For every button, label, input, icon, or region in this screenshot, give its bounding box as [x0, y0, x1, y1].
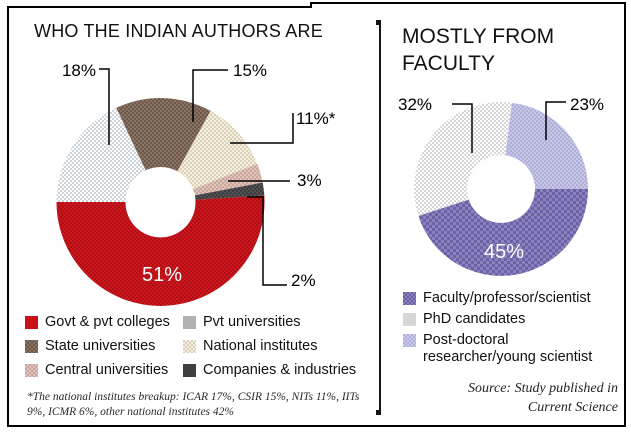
segment-5 [56, 107, 146, 202]
legend-label: State universities [45, 338, 156, 354]
legend-item-state-universities: State universities [25, 338, 183, 354]
legend-item-faculty: Faculty/professor/scientist [403, 290, 592, 306]
legend-label: Companies & industries [203, 362, 357, 378]
callout-national-institutes: 11%* [296, 109, 336, 128]
legend-label: PhD candidates [423, 311, 526, 327]
legend-authors: Govt & pvt colleges Pvt universities Sta… [25, 314, 363, 378]
legend-item-pvt-universities: Pvt universities [183, 314, 363, 330]
leader-line-2 [247, 196, 287, 286]
divider-knob-bottom [376, 410, 381, 415]
callout-companies: 2% [291, 271, 316, 290]
legend-label-line1: Post-doctoral [423, 332, 509, 348]
segment-4 [56, 195, 265, 306]
legend-label: Post-doctoral researcher/young scientist [423, 332, 592, 366]
source-line2: Current Science [527, 400, 618, 415]
frame-top-right [310, 2, 626, 4]
swatch-govt-colleges [25, 315, 38, 329]
leader-line-18 [99, 68, 110, 145]
footnote-national-institutes-breakup: *The national institutes breakup: ICAR 1… [27, 391, 360, 418]
segment-3 [194, 182, 265, 200]
segment-0 [505, 102, 588, 189]
segment-2 [193, 163, 263, 196]
swatch-phd-candidates [403, 313, 416, 326]
segment-1 [177, 110, 258, 190]
callout-central-universities: 3% [297, 171, 322, 190]
swatch-pvt-universities [183, 315, 196, 329]
legend-item-postdoc: Post-doctoral researcher/young scientist [403, 332, 592, 366]
frame-right [624, 2, 626, 427]
legend-label: Pvt universities [203, 314, 301, 330]
legend-label: Faculty/professor/scientist [423, 290, 591, 306]
legend-faculty: Faculty/professor/scientist PhD candidat… [403, 290, 592, 371]
callout-phd-candidates: 32% [398, 95, 433, 114]
legend-label-line2: researcher/young scientist [423, 349, 593, 365]
leader-line-32 [452, 103, 473, 153]
leader-lines [99, 68, 294, 286]
legend-label: Central universities [45, 362, 169, 378]
frame-top-left [7, 6, 312, 8]
segment-0 [116, 98, 211, 172]
legend-item-national-institutes: National institutes [183, 338, 363, 354]
swatch-postdoc [403, 334, 416, 347]
frame-left [7, 6, 9, 427]
legend-label: Govt & pvt colleges [45, 314, 170, 330]
callout-postdoc: 23% [570, 95, 605, 114]
inner-label-govt-colleges: 51% [141, 264, 183, 286]
callout-state-universities: 15% [233, 61, 268, 80]
swatch-national-institutes [183, 339, 196, 353]
source-line1: Source: Study published in [468, 381, 618, 396]
legend-label: National institutes [203, 338, 318, 354]
legend-item-phd-candidates: PhD candidates [403, 311, 592, 327]
source-note: Source: Study published in Current Scien… [420, 379, 618, 417]
right-chart-title: MOSTLY FROM FACULTY [402, 25, 555, 75]
left-chart-title: WHO THE INDIAN AUTHORS ARE [34, 21, 323, 41]
inner-label-faculty: 45% [483, 241, 525, 263]
leader-line-15 [192, 69, 228, 122]
legend-item-central-universities: Central universities [25, 362, 183, 378]
leader-line-23 [545, 101, 566, 140]
divider-knob-top [376, 20, 381, 25]
callout-pvt-universities: 18% [61, 61, 96, 80]
swatch-companies [183, 363, 196, 377]
leader-line-11 [230, 113, 294, 144]
leader-lines [452, 101, 566, 153]
legend-item-companies: Companies & industries [183, 362, 363, 378]
segment-2 [414, 102, 512, 216]
frame-bottom [7, 425, 626, 427]
legend-item-govt-colleges: Govt & pvt colleges [25, 314, 183, 330]
panel-divider [379, 22, 381, 414]
frame-top-jog [310, 2, 312, 8]
swatch-state-universities [25, 339, 38, 353]
swatch-central-universities [25, 363, 38, 377]
swatch-faculty [403, 292, 416, 305]
